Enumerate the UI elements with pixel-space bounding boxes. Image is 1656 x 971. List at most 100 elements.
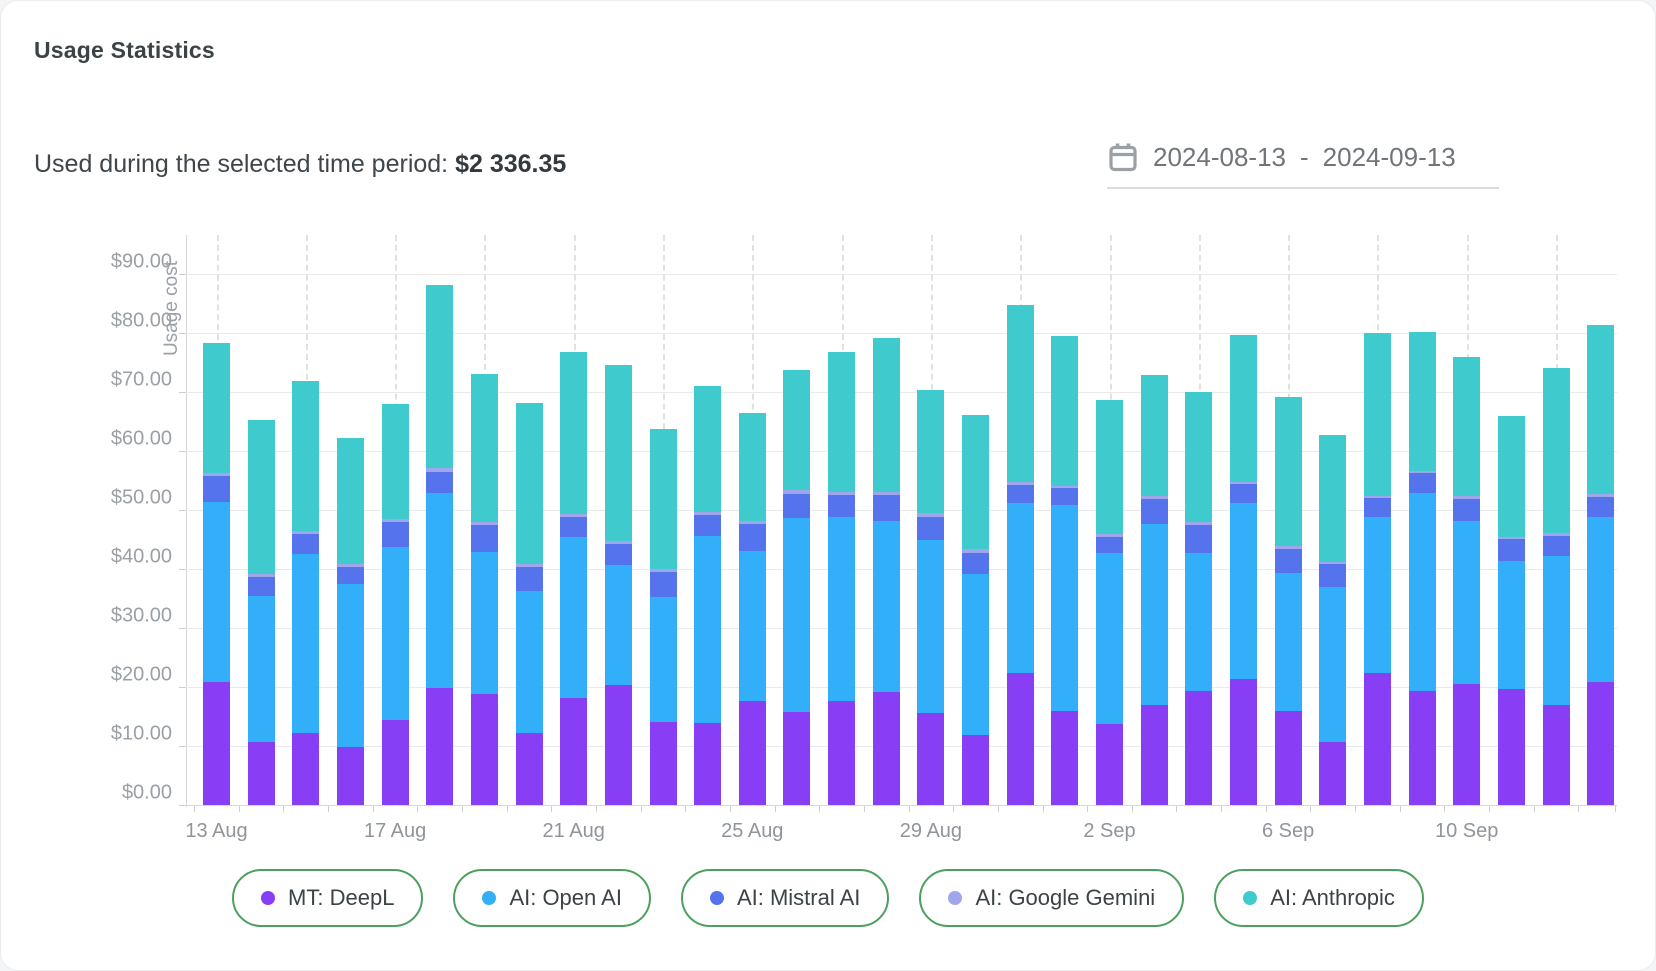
bar-segment-ai-mistral-ai[interactable] — [381, 522, 409, 548]
bar-segment-ai-mistral-ai[interactable] — [828, 494, 856, 517]
bar-segment-mt-deepl[interactable] — [917, 712, 945, 805]
bar-segment-ai-mistral-ai[interactable] — [1453, 498, 1481, 522]
bar-segment-ai-open-ai[interactable] — [1363, 517, 1391, 673]
bar-segment-ai-anthropic[interactable] — [1363, 333, 1391, 496]
bar-segment-ai-anthropic[interactable] — [649, 428, 677, 570]
bar-segment-ai-google-gemini[interactable] — [203, 472, 230, 476]
bar-segment-ai-anthropic[interactable] — [1319, 434, 1347, 562]
bar-segment-ai-mistral-ai[interactable] — [1006, 484, 1034, 503]
bar-28-aug[interactable] — [872, 337, 900, 805]
bar-segment-mt-deepl[interactable] — [604, 684, 632, 805]
bar-segment-ai-anthropic[interactable] — [917, 389, 945, 513]
bar-segment-ai-google-gemini[interactable] — [515, 564, 543, 567]
bar-segment-ai-mistral-ai[interactable] — [336, 567, 364, 585]
bar-segment-mt-deepl[interactable] — [292, 733, 320, 805]
bar-segment-ai-open-ai[interactable] — [694, 535, 722, 723]
bar-25-aug[interactable] — [738, 412, 766, 805]
bar-segment-ai-open-ai[interactable] — [872, 520, 900, 692]
bar-segment-ai-google-gemini[interactable] — [604, 541, 632, 545]
bar-segment-mt-deepl[interactable] — [426, 687, 454, 805]
bar-segment-ai-anthropic[interactable] — [1587, 325, 1615, 494]
bar-26-aug[interactable] — [783, 370, 811, 805]
bar-segment-ai-open-ai[interactable] — [515, 591, 543, 734]
bar-segment-ai-open-ai[interactable] — [738, 550, 766, 702]
bar-segment-ai-google-gemini[interactable] — [694, 512, 722, 516]
bar-segment-ai-google-gemini[interactable] — [828, 491, 856, 495]
bar-segment-ai-mistral-ai[interactable] — [515, 566, 543, 592]
bar-segment-mt-deepl[interactable] — [783, 712, 811, 805]
bar-segment-ai-anthropic[interactable] — [470, 373, 498, 523]
bar-segment-ai-anthropic[interactable] — [1274, 396, 1302, 547]
bar-segment-ai-open-ai[interactable] — [1453, 521, 1481, 685]
bar-segment-ai-mistral-ai[interactable] — [1274, 548, 1302, 573]
bar-segment-ai-open-ai[interactable] — [470, 551, 498, 694]
bar-segment-mt-deepl[interactable] — [1140, 704, 1168, 805]
bar-15-aug[interactable] — [292, 381, 320, 805]
bar-segment-ai-anthropic[interactable] — [1140, 374, 1168, 497]
date-range-start[interactable]: 2024-08-13 — [1153, 141, 1286, 172]
bar-segment-ai-google-gemini[interactable] — [1140, 496, 1168, 499]
bar-segment-mt-deepl[interactable] — [738, 701, 766, 805]
bar-segment-mt-deepl[interactable] — [962, 735, 990, 805]
bar-segment-ai-anthropic[interactable] — [1051, 335, 1079, 486]
bar-segment-mt-deepl[interactable] — [515, 733, 543, 805]
bar-18-aug[interactable] — [426, 284, 454, 805]
date-range-end[interactable]: 2024-09-13 — [1322, 141, 1456, 172]
bar-segment-ai-anthropic[interactable] — [247, 419, 275, 574]
bar-segment-ai-mistral-ai[interactable] — [649, 571, 677, 597]
bar-segment-ai-open-ai[interactable] — [1140, 524, 1168, 705]
bar-segment-ai-google-gemini[interactable] — [1051, 485, 1079, 489]
bar-segment-ai-mistral-ai[interactable] — [470, 525, 498, 552]
bar-segment-ai-google-gemini[interactable] — [560, 513, 588, 517]
bar-segment-ai-anthropic[interactable] — [1006, 305, 1034, 482]
bar-segment-mt-deepl[interactable] — [560, 697, 588, 805]
bar-segment-mt-deepl[interactable] — [1096, 724, 1123, 805]
bar-segment-ai-google-gemini[interactable] — [470, 522, 498, 526]
bar-segment-ai-open-ai[interactable] — [1006, 502, 1034, 674]
bar-segment-mt-deepl[interactable] — [1587, 681, 1615, 805]
bar-segment-mt-deepl[interactable] — [381, 720, 409, 805]
bar-segment-ai-open-ai[interactable] — [1319, 586, 1347, 743]
bar-segment-ai-mistral-ai[interactable] — [783, 493, 811, 519]
bar-segment-ai-anthropic[interactable] — [1185, 392, 1213, 523]
bar-segment-mt-deepl[interactable] — [470, 693, 498, 805]
bar-segment-ai-anthropic[interactable] — [694, 385, 722, 513]
bar-13-aug[interactable] — [203, 343, 230, 805]
bar-segment-ai-open-ai[interactable] — [783, 518, 811, 713]
bar-16-aug[interactable] — [336, 438, 364, 805]
bar-segment-ai-open-ai[interactable] — [1408, 492, 1436, 691]
bar-segment-ai-google-gemini[interactable] — [1453, 495, 1481, 499]
bar-5-sep[interactable] — [1229, 334, 1257, 805]
bar-12-sep[interactable] — [1542, 367, 1570, 805]
bar-segment-ai-open-ai[interactable] — [649, 596, 677, 722]
bar-segment-ai-google-gemini[interactable] — [247, 573, 275, 577]
bar-segment-ai-open-ai[interactable] — [962, 573, 990, 736]
bar-segment-mt-deepl[interactable] — [1006, 673, 1034, 805]
bar-segment-ai-mistral-ai[interactable] — [426, 472, 454, 494]
bar-segment-ai-open-ai[interactable] — [1229, 502, 1257, 679]
bar-segment-ai-anthropic[interactable] — [1229, 334, 1257, 482]
bar-segment-ai-mistral-ai[interactable] — [203, 475, 230, 503]
bar-7-sep[interactable] — [1319, 434, 1347, 805]
bar-segment-ai-mistral-ai[interactable] — [1051, 488, 1079, 506]
bar-30-aug[interactable] — [962, 415, 990, 805]
bar-segment-ai-mistral-ai[interactable] — [1140, 498, 1168, 525]
bar-segment-mt-deepl[interactable] — [1274, 710, 1302, 805]
legend-pill-mt-deepl[interactable]: MT: DeepL — [232, 869, 424, 927]
bar-segment-ai-open-ai[interactable] — [1497, 561, 1525, 690]
bar-segment-ai-google-gemini[interactable] — [1587, 493, 1615, 498]
bar-segment-ai-mistral-ai[interactable] — [1363, 498, 1391, 518]
bar-segment-ai-anthropic[interactable] — [1542, 367, 1570, 534]
bar-segment-ai-mistral-ai[interactable] — [1497, 538, 1525, 562]
bar-segment-ai-open-ai[interactable] — [1051, 505, 1079, 712]
legend-pill-ai-mistral-ai[interactable]: AI: Mistral AI — [680, 869, 890, 927]
bar-segment-ai-open-ai[interactable] — [1542, 556, 1570, 706]
bar-9-sep[interactable] — [1408, 332, 1436, 805]
bar-11-sep[interactable] — [1497, 416, 1525, 805]
bar-segment-ai-google-gemini[interactable] — [1408, 470, 1436, 474]
bar-segment-ai-anthropic[interactable] — [783, 370, 811, 490]
bar-segment-ai-mistral-ai[interactable] — [604, 544, 632, 566]
bar-3-sep[interactable] — [1140, 374, 1168, 805]
bar-segment-ai-google-gemini[interactable] — [1006, 481, 1034, 485]
bar-segment-ai-anthropic[interactable] — [560, 351, 588, 514]
